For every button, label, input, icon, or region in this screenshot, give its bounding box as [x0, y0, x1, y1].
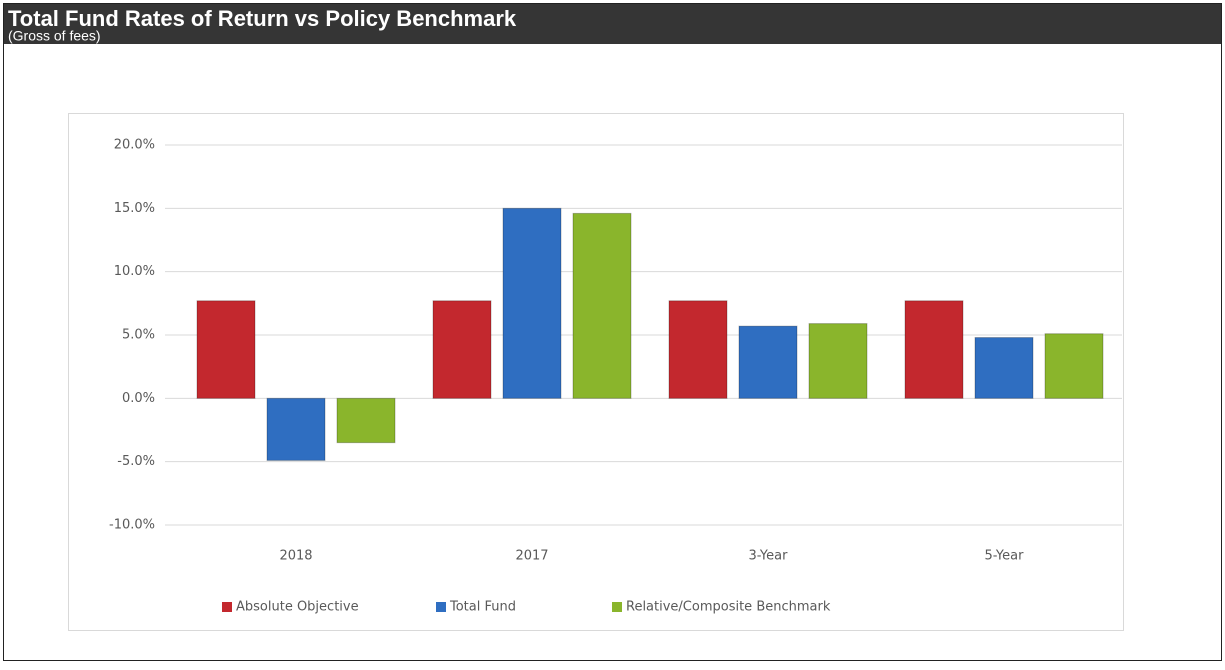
legend-label: Absolute Objective — [236, 600, 359, 615]
legend-swatch — [222, 602, 232, 612]
x-tick-label: 5-Year — [985, 549, 1025, 564]
x-tick-label: 2018 — [279, 549, 312, 564]
bar — [196, 300, 256, 399]
bar — [1044, 333, 1104, 399]
chart-title: Total Fund Rates of Return vs Policy Ben… — [8, 6, 517, 31]
bar — [808, 323, 868, 399]
y-tick-label: 15.0% — [114, 201, 155, 216]
header — [4, 4, 1221, 44]
x-tick-label: 2017 — [515, 549, 548, 564]
legend-swatch — [436, 602, 446, 612]
bar — [336, 397, 396, 444]
legend-label: Relative/Composite Benchmark — [626, 600, 831, 615]
bar — [668, 300, 728, 399]
bar — [502, 207, 562, 399]
bar — [572, 212, 632, 399]
y-tick-label: 5.0% — [122, 328, 155, 343]
bar — [266, 397, 326, 461]
bar — [432, 300, 492, 399]
bar — [904, 300, 964, 399]
legend-swatch — [612, 602, 622, 612]
chart-subtitle: (Gross of fees) — [8, 28, 101, 44]
bar — [974, 337, 1034, 399]
y-tick-label: 20.0% — [114, 138, 155, 153]
y-tick-label: -10.0% — [109, 518, 155, 533]
legend-label: Total Fund — [449, 600, 516, 615]
x-tick-label: 3-Year — [749, 549, 789, 564]
bar — [738, 325, 798, 399]
y-tick-label: -5.0% — [117, 454, 155, 469]
y-tick-label: 10.0% — [114, 264, 155, 279]
y-tick-label: 0.0% — [122, 391, 155, 406]
